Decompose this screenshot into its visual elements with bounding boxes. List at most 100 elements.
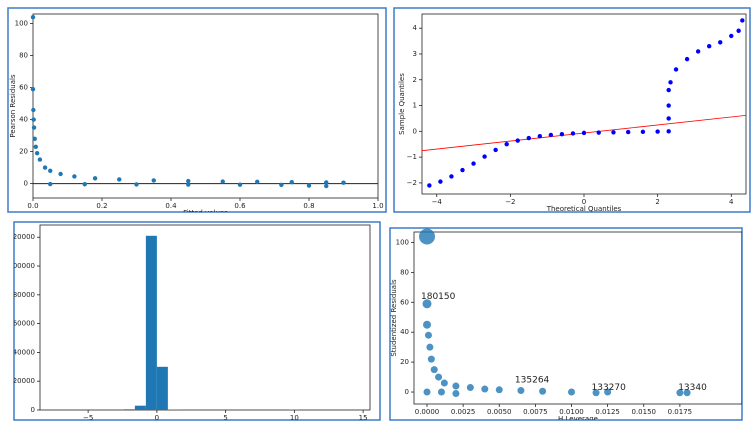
point [430, 366, 438, 374]
point [537, 134, 543, 139]
point-annotation: 13340 [678, 383, 707, 393]
axes-frame [413, 231, 742, 405]
y-tick-label: 60000 [13, 320, 35, 328]
point [279, 182, 284, 188]
chart-panel: 0.0000 0.0025 0.0050 0.0075 0.0100 0.0125 0.01… [390, 228, 742, 423]
point [324, 183, 329, 189]
point [341, 180, 346, 185]
y-tick-label: 0 [31, 406, 35, 414]
point [570, 131, 576, 136]
y-tick-label: 60 [400, 298, 409, 306]
x-tick-label: 0.0150 [631, 408, 656, 416]
point [481, 385, 489, 393]
point [30, 87, 36, 92]
point [237, 182, 243, 187]
y-tick-label: 80000 [13, 291, 35, 299]
x-axis-label: H Leverage [558, 415, 598, 423]
y-axis-label: Sample Quantiles [398, 73, 406, 135]
point [460, 167, 465, 173]
point [567, 388, 575, 396]
point [611, 130, 616, 135]
point [48, 168, 53, 173]
x-tick-label: 0.0175 [668, 408, 693, 416]
x-tick-label: −4 [432, 198, 443, 206]
point [117, 177, 122, 182]
y-tick-label: 20 [400, 358, 409, 366]
y-tick-label: 100 [396, 238, 409, 246]
point [666, 129, 671, 134]
point [640, 129, 646, 135]
point [452, 382, 460, 390]
chart-panel: −5 0 5 10 15 0 20000 40000 60000 80000 100000 12000… [13, 224, 371, 422]
y-tick-label: 20000 [13, 377, 35, 385]
point-annotation: 135264 [515, 376, 550, 386]
x-axis-label: Theoretical Quantiles [546, 205, 622, 213]
point [42, 165, 48, 170]
chart-panel: −4 −2 0 2 4 −2 −1 0 1 2 3 4 Theoretical Quantiles Sam… [398, 13, 747, 213]
point [33, 144, 38, 149]
point [34, 151, 40, 156]
point [452, 390, 460, 398]
point [437, 388, 445, 396]
point [30, 15, 36, 20]
point [625, 129, 631, 135]
panel-frame [13, 221, 381, 421]
point [186, 178, 191, 184]
point [423, 320, 432, 329]
y-tick-label: −2 [407, 179, 417, 187]
x-tick-label: −5 [83, 414, 93, 422]
x-axis-label: Fitted values [183, 209, 228, 217]
y-tick-label: 40 [400, 328, 409, 336]
x-tick-label: 0.4 [165, 202, 177, 210]
point [324, 180, 329, 185]
y-tick-label: 100 [15, 20, 28, 28]
point [526, 135, 531, 141]
x-tick-label: 4 [729, 198, 734, 206]
point [440, 379, 448, 387]
point [37, 157, 43, 162]
point [718, 40, 723, 45]
point [504, 142, 509, 147]
point [596, 130, 601, 135]
x-tick-label: −2 [505, 198, 515, 206]
point-annotation: 133270 [592, 383, 627, 393]
point [31, 107, 36, 113]
x-tick-label: 0.0000 [415, 408, 440, 416]
point [517, 387, 525, 395]
point [427, 355, 435, 363]
point [706, 44, 712, 49]
point [666, 87, 671, 93]
point [495, 386, 503, 394]
point [151, 178, 156, 183]
x-tick-label: 0.2 [96, 202, 107, 210]
point [482, 154, 487, 159]
point [604, 388, 612, 396]
point [306, 183, 312, 188]
histogram-bar [156, 366, 168, 410]
point [427, 183, 432, 188]
histogram-bar [123, 409, 135, 410]
y-tick-label: 80 [400, 268, 409, 276]
point [740, 18, 745, 23]
x-tick-label: 0.6 [234, 202, 246, 210]
point [449, 174, 454, 179]
axes-frame [32, 13, 379, 199]
point [134, 182, 139, 187]
histogram-bar [145, 235, 157, 410]
point [559, 131, 565, 137]
point [666, 103, 671, 108]
y-tick-label: 60 [19, 84, 28, 92]
y-tick-label: 80 [19, 52, 28, 60]
point [31, 117, 36, 122]
point [676, 389, 684, 397]
point [422, 299, 432, 309]
point [438, 179, 443, 184]
point [493, 147, 498, 153]
y-tick-label: 0 [24, 180, 28, 188]
point [471, 161, 476, 166]
point [666, 116, 671, 121]
x-tick-label: 0.0 [27, 202, 38, 210]
point [515, 138, 520, 143]
y-axis-label: Studentized Residuals [390, 279, 398, 357]
